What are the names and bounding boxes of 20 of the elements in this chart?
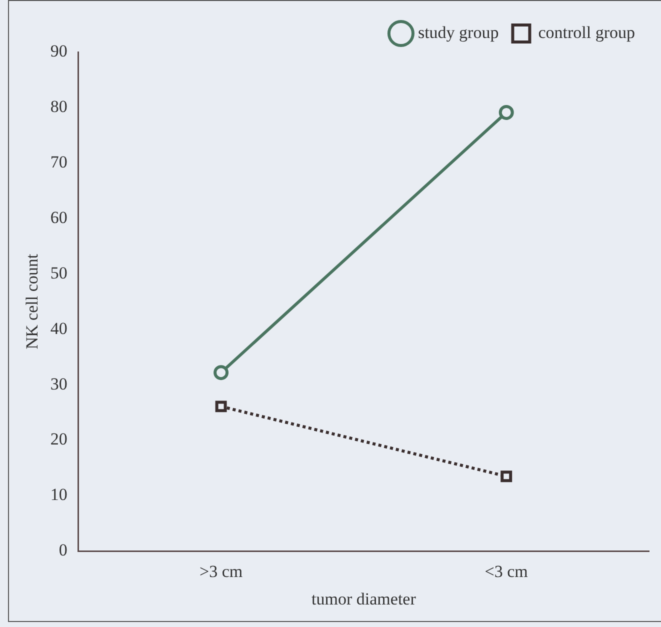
x-tick-label: >3 cm: [199, 562, 243, 581]
point: [500, 470, 512, 482]
y-tick-label: 0: [58, 540, 68, 560]
y-tick-label: 60: [50, 208, 68, 227]
x-tick-label: <3 cm: [484, 562, 528, 581]
y-tick-label: 80: [50, 96, 68, 116]
legend-label: controll group: [538, 22, 636, 42]
y-tick-label: 30: [50, 374, 68, 394]
y-tick-label: 20: [50, 430, 68, 449]
x-axis-title: tumor diameter: [312, 589, 416, 608]
y-tick-label: 40: [50, 318, 68, 338]
y-tick-label: 90: [50, 41, 68, 60]
y-tick-label: 10: [50, 485, 68, 504]
point: [215, 400, 227, 412]
y-tick-label: 70: [50, 152, 68, 172]
y-axis-title: NK cell count: [22, 254, 42, 350]
y-tick-label: 50: [50, 263, 68, 282]
legend-label: study group: [418, 22, 499, 42]
point: [214, 365, 229, 380]
point: [498, 104, 514, 120]
